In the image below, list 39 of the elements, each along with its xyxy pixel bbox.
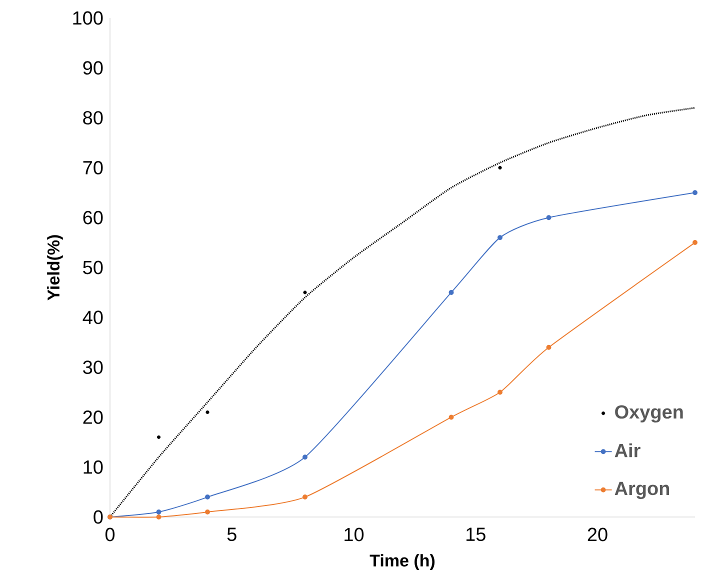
- point: [205, 510, 210, 515]
- point: [303, 290, 307, 294]
- y-tick-label: 50: [83, 260, 103, 274]
- y-tick-label: 60: [83, 210, 103, 224]
- x-tick-label: 5: [227, 528, 236, 542]
- y-tick-label: 10: [84, 460, 103, 474]
- y-tick-label: 90: [83, 61, 103, 75]
- point: [692, 190, 698, 196]
- point: [156, 514, 162, 520]
- y-tick-label: 0: [94, 510, 103, 524]
- point: [498, 390, 502, 395]
- legend-label: Oxygen: [615, 405, 683, 423]
- point: [692, 240, 698, 246]
- x-tick-label: 15: [466, 528, 486, 542]
- legend-label: Argon: [614, 482, 670, 500]
- y-tick-label: 20: [83, 410, 103, 424]
- x-tick-label: 0: [105, 528, 115, 542]
- point: [156, 510, 162, 515]
- point: [205, 494, 210, 500]
- point: [206, 410, 210, 414]
- legend-label: Air: [614, 443, 640, 458]
- y-tick-label: 80: [83, 111, 103, 125]
- point: [546, 344, 552, 350]
- point: [498, 235, 502, 240]
- x-tick-label: 20: [588, 528, 608, 542]
- x-tick-label: 10: [344, 528, 364, 542]
- point: [302, 494, 308, 500]
- y-tick-label: 100: [73, 11, 103, 25]
- point: [448, 414, 454, 420]
- point: [156, 435, 161, 439]
- point: [498, 166, 502, 170]
- point: [546, 215, 552, 220]
- x-axis-title: Time (h): [370, 554, 435, 570]
- y-axis-title: Yield(%): [47, 235, 63, 300]
- y-tick-label: 30: [83, 360, 103, 374]
- point: [302, 454, 308, 460]
- point: [448, 290, 454, 295]
- y-tick-label: 40: [82, 310, 103, 324]
- y-tick-label: 70: [83, 160, 103, 174]
